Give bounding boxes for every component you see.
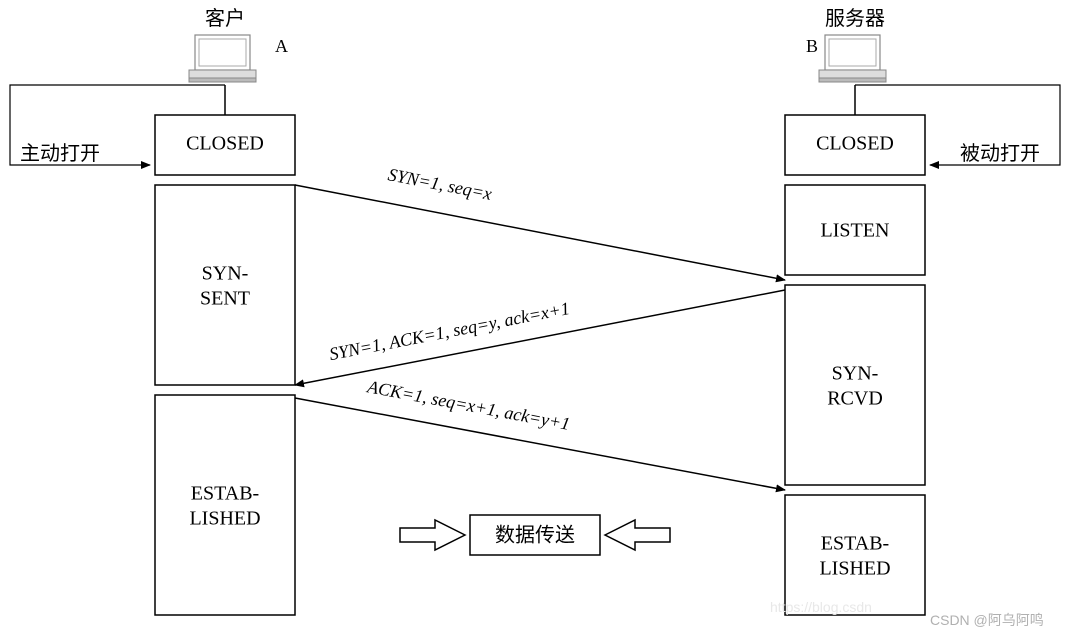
svg-text:SYN-: SYN- [832, 363, 879, 385]
server-open-label: 被动打开 [960, 142, 1040, 165]
server-established-box: ESTAB- LISHED [785, 495, 925, 615]
client-syn-sent-box: SYN- SENT [155, 185, 295, 385]
client-open-label: 主动打开 [20, 142, 100, 165]
svg-text:SENT: SENT [200, 288, 250, 310]
client-title: 客户 [205, 7, 245, 30]
svg-text:ESTAB-: ESTAB- [821, 533, 889, 555]
svg-text:SYN-: SYN- [202, 263, 249, 285]
svg-text:LISTEN: LISTEN [821, 220, 890, 242]
tcp-handshake-diagram: 客户 A 服务器 B CLOSED SYN- SENT ESTAB- LISHE… [0, 0, 1071, 637]
server-listen-box: LISTEN [785, 185, 925, 275]
ack-label: ACK=1, seq=x+1, ack=y+1 [365, 376, 572, 434]
server-syn-rcvd-box: SYN- RCVD [785, 285, 925, 485]
server-title: 服务器 [825, 7, 885, 30]
server-closed-box: CLOSED [785, 115, 925, 175]
client-closed-box: CLOSED [155, 115, 295, 175]
client-established-box: ESTAB- LISHED [155, 395, 295, 615]
svg-text:ESTAB-: ESTAB- [191, 483, 259, 505]
client-side-label: A [275, 36, 288, 56]
svg-text:数据传送: 数据传送 [495, 524, 575, 547]
server-side-label: B [806, 36, 818, 56]
synack-label: SYN=1, ACK=1, seq=y, ack=x+1 [328, 298, 572, 364]
svg-text:CLOSED: CLOSED [186, 133, 264, 155]
watermark: CSDN @阿乌阿鸣 [930, 612, 1044, 628]
syn-arrow [295, 185, 785, 280]
syn-label: SYN=1, seq=x [386, 164, 493, 204]
watermark-faint: https://blog.csdn [770, 599, 872, 615]
computer-icon [189, 35, 256, 82]
computer-icon [819, 35, 886, 82]
svg-text:CLOSED: CLOSED [816, 133, 894, 155]
svg-text:LISHED: LISHED [819, 558, 890, 580]
svg-text:RCVD: RCVD [827, 388, 883, 410]
svg-text:LISHED: LISHED [189, 508, 260, 530]
data-transfer: 数据传送 [400, 515, 670, 555]
